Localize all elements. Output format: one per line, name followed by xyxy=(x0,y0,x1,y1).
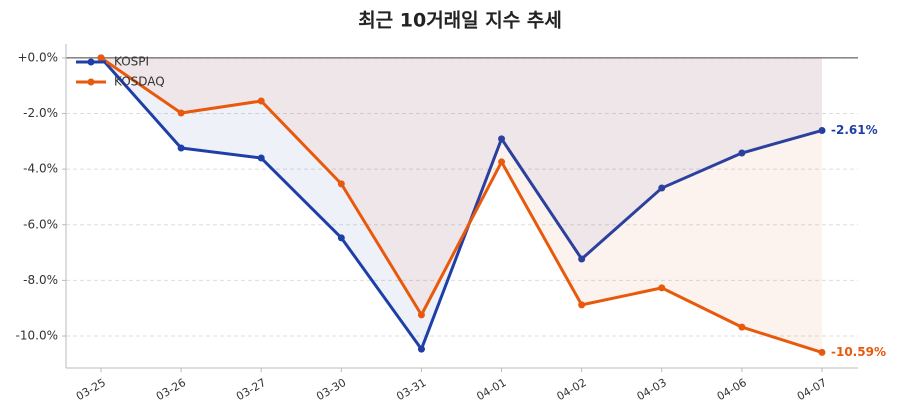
point xyxy=(738,323,746,331)
chart-title: 최근 10거래일 지수 추세 xyxy=(358,10,562,32)
legend-label: KOSDAQ xyxy=(114,75,165,89)
point xyxy=(417,345,425,353)
point xyxy=(738,149,746,157)
point xyxy=(498,135,506,143)
y-tick-label: -4.0% xyxy=(23,162,58,176)
point xyxy=(818,126,826,134)
x-tick-label: 03-31 xyxy=(394,376,428,403)
x-tick-label: 04-03 xyxy=(635,376,669,403)
point xyxy=(578,255,586,263)
x-tick-label: 03-30 xyxy=(314,376,348,403)
x-tick-label: 03-26 xyxy=(154,376,188,403)
point xyxy=(257,154,265,162)
point xyxy=(177,144,185,152)
x-tick-label: 03-25 xyxy=(74,376,108,403)
point xyxy=(337,234,345,242)
x-tick-label: 04-01 xyxy=(474,376,508,403)
point xyxy=(658,284,666,292)
legend-marker xyxy=(87,78,95,86)
point xyxy=(177,109,185,117)
line xyxy=(100,56,823,354)
x-tick-label: 03-27 xyxy=(234,376,268,403)
end-label: -2.61% xyxy=(831,123,878,137)
area xyxy=(101,57,822,353)
point xyxy=(818,348,826,356)
y-tick-label: -6.0% xyxy=(23,217,58,231)
line xyxy=(99,56,823,351)
y-tick-label: -8.0% xyxy=(23,273,58,287)
y-tick-label: +0.0% xyxy=(17,50,58,64)
y-tick-label: -10.0% xyxy=(16,329,58,343)
point xyxy=(498,158,506,166)
legend-label: KOSPI xyxy=(114,55,149,69)
x-tick-label: 04-02 xyxy=(554,376,588,403)
point xyxy=(658,184,666,192)
point xyxy=(578,301,586,309)
x-tick-label: 04-07 xyxy=(795,376,829,403)
y-tick-label: -2.0% xyxy=(23,106,58,120)
end-label: -10.59% xyxy=(831,345,886,359)
point xyxy=(337,180,345,188)
point xyxy=(417,311,425,319)
point xyxy=(97,54,105,62)
point xyxy=(257,97,265,105)
area xyxy=(101,57,822,350)
legend-marker xyxy=(87,58,95,66)
x-tick-label: 04-06 xyxy=(715,376,749,403)
